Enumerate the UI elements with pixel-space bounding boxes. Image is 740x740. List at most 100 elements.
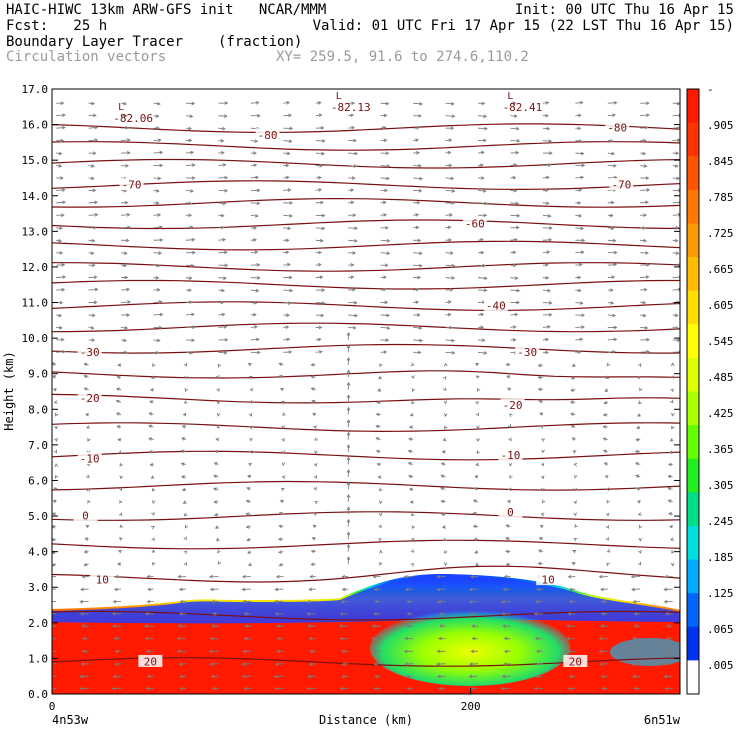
vector-arrowhead [256, 337, 260, 342]
vector-arrowhead [352, 213, 357, 218]
isotherm-label-bg [73, 509, 98, 522]
vector-arrowhead [249, 387, 254, 392]
vector-arrowhead [53, 487, 58, 491]
vector-arrow [575, 189, 582, 191]
vector-arrowhead [480, 163, 484, 168]
vector-arrowhead [602, 449, 607, 454]
colorbar-label: .305 [707, 479, 734, 492]
vector-arrowhead [609, 139, 614, 143]
vector-arrowhead [62, 275, 67, 279]
isotherm-label-bg [563, 654, 588, 667]
vector-arrowhead [410, 563, 415, 567]
vector-arrow [477, 264, 486, 267]
vector-arrowhead [416, 313, 421, 317]
vector-arrowhead [159, 312, 164, 317]
vector-arrowhead [155, 350, 160, 355]
vector-arrowhead [406, 599, 411, 604]
vector-arrowhead [116, 562, 121, 566]
vector-arrowhead [451, 350, 456, 355]
vector-arrowhead [644, 325, 649, 330]
vector-arrowhead [447, 300, 452, 304]
vector-arrowhead [127, 300, 132, 304]
vector-arrowhead [604, 388, 609, 392]
vector-arrowhead [646, 188, 651, 192]
vector-arrowhead [613, 250, 618, 255]
vector-arrowhead [668, 524, 673, 529]
vector-arrowhead [177, 624, 182, 628]
vector-arrowhead [415, 287, 420, 292]
vector-arrowhead [146, 649, 150, 654]
colorbar-segment [687, 391, 699, 426]
isotherm-line [52, 123, 680, 133]
vector-arrowhead [375, 449, 380, 454]
vector-arrowhead [377, 538, 382, 542]
colorbar-label: .665 [707, 263, 734, 276]
vector-arrowhead [411, 375, 415, 380]
vector-arrowhead [483, 288, 488, 293]
vector-arrowhead [503, 649, 508, 654]
vector-arrowhead [319, 238, 324, 243]
vector-arrowhead [178, 662, 183, 666]
vector-arrowhead [61, 287, 66, 292]
vector-arrow [672, 177, 680, 180]
vector-arrowhead [125, 163, 130, 168]
vector-arrowhead [667, 462, 672, 467]
vector-arrowhead [475, 462, 480, 467]
vector-arrowhead [339, 686, 344, 691]
vector-arrowhead [91, 101, 96, 106]
vector-arrowhead [307, 624, 312, 628]
vector-arrowhead [611, 275, 616, 280]
vector-arrow [121, 252, 127, 254]
vector-arrow [413, 102, 423, 105]
vector-arrowhead [605, 512, 610, 517]
vector-arrowhead [281, 412, 286, 416]
vector-arrowhead [469, 662, 473, 666]
vector-arrow [315, 276, 323, 279]
vector-arrowhead [611, 151, 616, 156]
vector-arrowhead [306, 599, 311, 604]
vector-arrowhead [310, 562, 315, 567]
vector-arrowhead [378, 375, 383, 380]
vector-arrowhead [481, 101, 486, 106]
vector-arrowhead [451, 263, 456, 268]
vector-arrowhead [243, 636, 248, 641]
vector-arrowhead [633, 624, 638, 628]
vector-arrow [510, 214, 520, 217]
vector-arrowhead [114, 574, 119, 579]
vector-arrowhead [674, 238, 679, 243]
vector-arrowhead [671, 549, 675, 554]
vector-arrowhead [215, 374, 220, 379]
vector-arrowhead [571, 363, 576, 367]
vector-arrowhead [606, 362, 611, 366]
vector-arrow [153, 314, 163, 316]
vector-arrowhead [156, 263, 161, 268]
vector-arrow [607, 102, 617, 104]
vector-arrowhead [245, 512, 250, 516]
vector-arrowhead [113, 587, 118, 592]
colorbar-segment [687, 626, 699, 661]
vector-arrowhead [248, 413, 253, 417]
vector-arrowhead [83, 562, 88, 567]
vector-arrowhead [545, 263, 549, 267]
vector-arrowhead [183, 536, 187, 541]
vector-arrowhead [123, 263, 128, 268]
vector-arrow [380, 314, 390, 316]
colorbar-label: .605 [707, 299, 734, 312]
vector-arrowhead [148, 412, 153, 416]
vector-arrowhead [385, 101, 390, 106]
vector-arrowhead [183, 561, 188, 566]
colorbar-segment [687, 324, 699, 359]
vector-arrowhead [573, 462, 578, 467]
vector-arrowhead [475, 425, 480, 430]
vector-arrowhead [506, 499, 511, 504]
vector-arrowhead [277, 537, 282, 541]
vector-arrowhead [436, 574, 441, 579]
vector-arrowhead [341, 662, 346, 666]
vector-arrowhead [642, 300, 647, 305]
vector-arrowhead [220, 213, 225, 218]
vector-arrow [185, 164, 195, 166]
vector-arrowhead [610, 301, 615, 305]
vector-arrowhead [468, 599, 473, 604]
vector-arrowhead [279, 375, 283, 379]
vector-arrowhead [309, 649, 314, 654]
